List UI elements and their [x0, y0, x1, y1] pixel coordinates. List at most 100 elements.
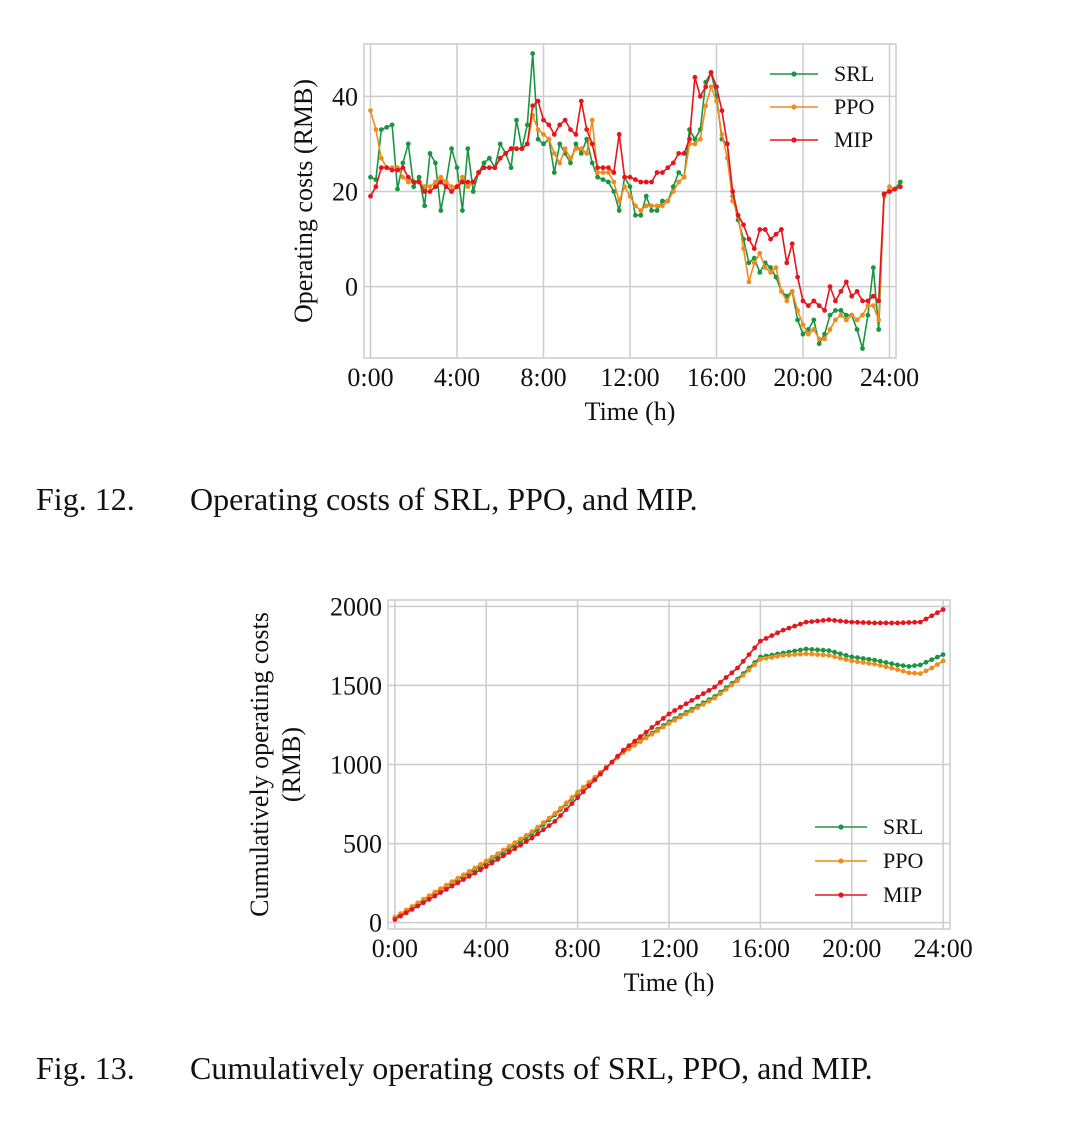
data-point-mip	[524, 141, 530, 147]
data-point-ppo	[586, 779, 592, 785]
data-point-mip	[530, 103, 536, 109]
data-point-ppo	[751, 260, 757, 266]
data-point-srl	[557, 141, 563, 147]
data-point-ppo	[912, 670, 917, 676]
legend-label-ppo: PPO	[834, 94, 874, 119]
data-point-ppo	[580, 784, 586, 790]
data-point-ppo	[649, 203, 654, 209]
data-point-mip	[626, 743, 632, 749]
data-point-srl	[940, 652, 946, 657]
data-point-srl	[470, 189, 476, 194]
data-point-mip	[789, 241, 795, 247]
data-point-mip	[703, 84, 709, 90]
x-tick-label: 24:00	[860, 363, 919, 392]
data-point-srl	[768, 265, 773, 270]
data-point-ppo	[855, 659, 860, 665]
data-point-ppo	[638, 208, 644, 213]
data-point-mip	[826, 617, 832, 623]
data-point-mip	[897, 184, 903, 190]
data-point-mip	[746, 652, 752, 657]
data-point-srl	[454, 165, 460, 171]
data-point-mip	[837, 618, 843, 624]
data-point-mip	[603, 765, 609, 771]
data-point-srl	[654, 208, 660, 213]
data-point-mip	[712, 684, 718, 690]
data-point-ppo	[660, 203, 665, 209]
x-tick-label: 20:00	[773, 363, 832, 392]
data-point-mip	[827, 284, 833, 289]
data-point-mip	[708, 70, 714, 75]
x-tick-label: 16:00	[687, 363, 746, 392]
y-tick-label: 1500	[330, 671, 382, 700]
data-point-ppo	[689, 708, 695, 714]
data-point-mip	[592, 777, 598, 783]
data-point-srl	[935, 654, 940, 660]
data-point-mip	[689, 698, 695, 703]
data-point-ppo	[866, 660, 872, 666]
data-point-mip	[427, 189, 433, 194]
data-point-srl	[870, 265, 876, 270]
data-point-mip	[615, 753, 620, 759]
data-point-srl	[820, 647, 826, 653]
data-point-mip	[666, 711, 672, 717]
data-point-ppo	[795, 308, 800, 313]
data-point-mip	[860, 620, 866, 625]
data-point-mip	[443, 887, 449, 892]
data-point-srl	[795, 317, 800, 323]
data-point-ppo	[638, 739, 643, 745]
data-point-srl	[860, 346, 865, 351]
data-point-mip	[622, 174, 627, 180]
data-point-ppo	[803, 651, 809, 657]
data-point-mip	[558, 813, 563, 818]
data-point-ppo	[427, 184, 433, 190]
data-point-srl	[460, 208, 465, 213]
data-point-mip	[876, 298, 882, 304]
x-tick-label: 0:00	[372, 934, 418, 963]
data-point-srl	[400, 160, 406, 166]
data-point-ppo	[683, 711, 689, 717]
data-point-mip	[681, 151, 687, 156]
data-point-ppo	[595, 170, 600, 175]
data-point-mip	[820, 618, 826, 623]
data-point-ppo	[860, 660, 866, 665]
data-point-mip	[411, 179, 417, 185]
data-point-srl	[837, 651, 843, 657]
data-point-srl	[912, 663, 917, 668]
data-point-srl	[578, 151, 584, 156]
data-point-mip	[438, 890, 443, 895]
data-point-srl	[676, 170, 682, 175]
data-point-ppo	[472, 865, 478, 871]
data-point-srl	[917, 662, 923, 668]
data-point-ppo	[518, 836, 523, 842]
data-point-mip	[809, 619, 815, 624]
data-point-ppo	[575, 789, 580, 795]
data-point-ppo	[752, 662, 758, 668]
data-point-ppo	[697, 136, 703, 142]
data-point-mip	[529, 835, 535, 841]
data-point-ppo	[611, 179, 617, 185]
data-point-ppo	[627, 193, 633, 199]
data-point-mip	[503, 151, 509, 156]
data-point-mip	[540, 827, 546, 833]
data-point-ppo	[672, 717, 678, 723]
data-point-mip	[518, 842, 523, 848]
data-point-mip	[638, 179, 644, 185]
data-point-mip	[460, 179, 465, 185]
data-point-mip	[729, 670, 735, 676]
y-tick-label: 500	[343, 830, 382, 859]
y-tick-label: 1000	[330, 751, 382, 780]
data-point-ppo	[405, 179, 411, 185]
data-point-ppo	[373, 127, 379, 132]
data-point-mip	[860, 298, 865, 304]
data-point-srl	[589, 160, 595, 166]
data-point-ppo	[741, 246, 746, 252]
legend-marker-srl	[791, 71, 797, 77]
data-point-ppo	[740, 672, 746, 678]
data-point-srl	[595, 174, 600, 180]
data-point-mip	[670, 160, 676, 166]
data-point-ppo	[541, 132, 546, 137]
data-point-ppo	[557, 160, 563, 166]
data-point-mip	[695, 694, 700, 700]
figure-12-caption: Fig. 12. Operating costs of SRL, PPO, and…	[36, 481, 698, 518]
x-tick-label: 24:00	[914, 934, 973, 963]
